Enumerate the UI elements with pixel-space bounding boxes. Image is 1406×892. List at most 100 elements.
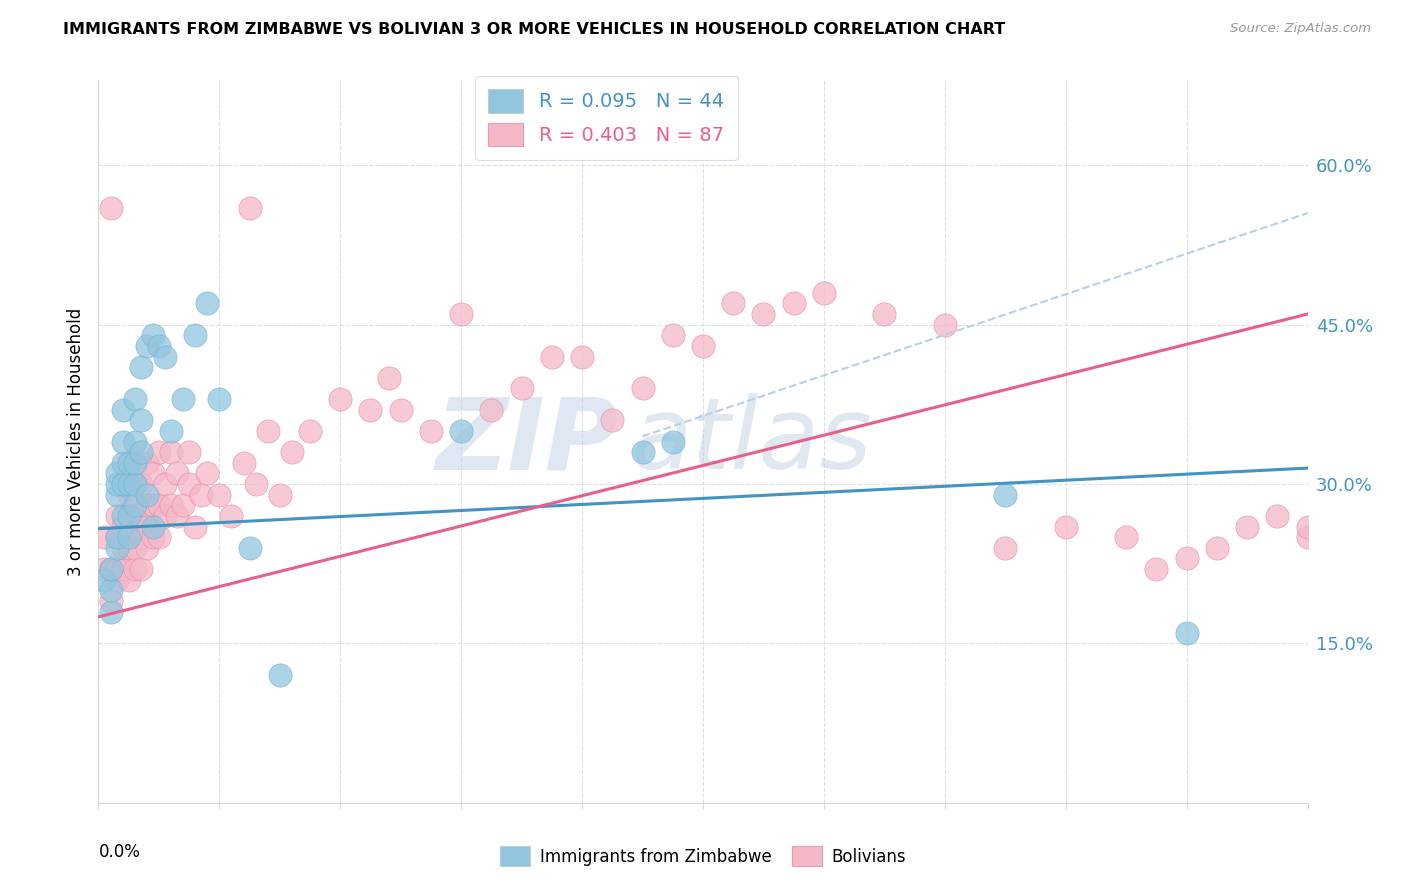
Point	[934, 318, 956, 332]
Point	[329, 392, 352, 406]
Point	[723, 296, 745, 310]
Point	[450, 424, 472, 438]
Point	[160, 424, 183, 438]
Point	[148, 339, 170, 353]
Point	[135, 488, 157, 502]
Point	[661, 328, 683, 343]
Legend: Immigrants from Zimbabwe, Bolivians: Immigrants from Zimbabwe, Bolivians	[494, 839, 912, 873]
Point	[195, 296, 218, 310]
Point	[631, 381, 654, 395]
Point	[450, 307, 472, 321]
Point	[142, 530, 165, 544]
Point	[124, 562, 146, 576]
Point	[135, 519, 157, 533]
Point	[360, 402, 382, 417]
Point	[1175, 551, 1198, 566]
Point	[631, 445, 654, 459]
Point	[571, 350, 593, 364]
Point	[269, 668, 291, 682]
Point	[239, 201, 262, 215]
Point	[190, 488, 212, 502]
Point	[135, 541, 157, 555]
Point	[142, 467, 165, 481]
Point	[142, 328, 165, 343]
Point	[118, 456, 141, 470]
Legend: R = 0.095   N = 44, R = 0.403   N = 87: R = 0.095 N = 44, R = 0.403 N = 87	[475, 76, 738, 160]
Point	[148, 445, 170, 459]
Point	[1267, 508, 1289, 523]
Point	[124, 508, 146, 523]
Text: IMMIGRANTS FROM ZIMBABWE VS BOLIVIAN 3 OR MORE VEHICLES IN HOUSEHOLD CORRELATION: IMMIGRANTS FROM ZIMBABWE VS BOLIVIAN 3 O…	[63, 22, 1005, 37]
Point	[118, 541, 141, 555]
Point	[299, 424, 322, 438]
Point	[105, 477, 128, 491]
Point	[111, 434, 134, 449]
Point	[111, 456, 134, 470]
Point	[135, 498, 157, 512]
Point	[179, 445, 201, 459]
Point	[153, 477, 176, 491]
Point	[783, 296, 806, 310]
Point	[105, 530, 128, 544]
Point	[153, 508, 176, 523]
Point	[100, 562, 122, 576]
Point	[124, 456, 146, 470]
Point	[129, 477, 152, 491]
Point	[148, 530, 170, 544]
Point	[111, 477, 134, 491]
Point	[692, 339, 714, 353]
Point	[124, 541, 146, 555]
Point	[100, 594, 122, 608]
Point	[1115, 530, 1137, 544]
Point	[105, 562, 128, 576]
Point	[105, 488, 128, 502]
Point	[166, 467, 188, 481]
Point	[129, 530, 152, 544]
Point	[184, 328, 207, 343]
Point	[111, 477, 134, 491]
Point	[124, 498, 146, 512]
Text: Source: ZipAtlas.com: Source: ZipAtlas.com	[1230, 22, 1371, 36]
Point	[142, 498, 165, 512]
Point	[100, 562, 122, 576]
Point	[118, 573, 141, 587]
Point	[1206, 541, 1229, 555]
Point	[142, 519, 165, 533]
Point	[118, 456, 141, 470]
Point	[111, 508, 134, 523]
Point	[184, 519, 207, 533]
Point	[93, 530, 115, 544]
Point	[245, 477, 267, 491]
Point	[111, 519, 134, 533]
Point	[135, 456, 157, 470]
Point	[124, 477, 146, 491]
Point	[1296, 519, 1319, 533]
Point	[1175, 625, 1198, 640]
Point	[1296, 530, 1319, 544]
Point	[377, 371, 399, 385]
Point	[602, 413, 624, 427]
Point	[269, 488, 291, 502]
Point	[118, 477, 141, 491]
Point	[752, 307, 775, 321]
Point	[239, 541, 262, 555]
Point	[129, 445, 152, 459]
Point	[105, 573, 128, 587]
Point	[93, 573, 115, 587]
Point	[111, 541, 134, 555]
Point	[118, 508, 141, 523]
Point	[281, 445, 304, 459]
Point	[179, 477, 201, 491]
Point	[420, 424, 443, 438]
Point	[111, 402, 134, 417]
Point	[105, 508, 128, 523]
Point	[221, 508, 243, 523]
Text: atlas: atlas	[630, 393, 872, 490]
Point	[111, 562, 134, 576]
Point	[172, 498, 194, 512]
Text: ZIP: ZIP	[436, 393, 619, 490]
Point	[129, 562, 152, 576]
Point	[172, 392, 194, 406]
Point	[100, 201, 122, 215]
Point	[118, 530, 141, 544]
